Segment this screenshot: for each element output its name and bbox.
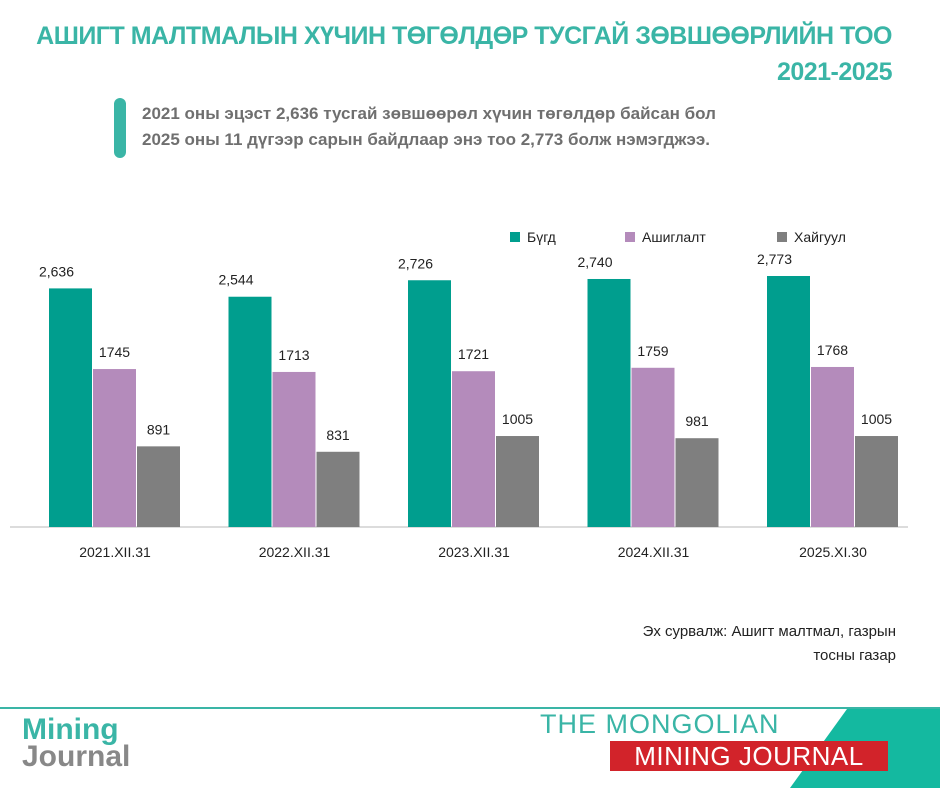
bar-0-3 <box>587 278 631 527</box>
data-label: 1005 <box>861 411 892 427</box>
data-label: 981 <box>685 413 709 429</box>
data-label: 891 <box>147 421 171 437</box>
summary-text: 2021 оны эцэст 2,636 тусгай зөвшөөрөл хү… <box>142 101 716 153</box>
data-label: 1721 <box>458 346 489 362</box>
source-line-1: Эх сурвалж: Ашигт малтмал, газрын <box>642 623 896 640</box>
bar-1-4 <box>811 366 854 527</box>
bar-1-1 <box>272 371 316 527</box>
title-line-1: АШИГТ МАЛТМАЛЫН ХҮЧИН ТӨГӨЛДӨР ТУСГАЙ ЗӨ… <box>36 22 892 50</box>
footer-divider <box>0 707 940 709</box>
bar-2-1 <box>316 451 360 527</box>
logo-bottom: Journal <box>22 740 131 773</box>
legend-label: Ашиглалт <box>642 229 706 245</box>
legend-swatch <box>625 232 635 242</box>
x-tick-label: 2024.XII.31 <box>618 544 690 560</box>
data-label: 2,636 <box>39 263 74 279</box>
page-title: АШИГТ МАЛТМАЛЫН ХҮЧИН ТӨГӨЛДӨР ТУСГАЙ ЗӨ… <box>36 18 892 90</box>
bar-0-0 <box>49 288 92 527</box>
source-line-2: тосны газар <box>813 647 896 664</box>
bar-2-2 <box>496 436 539 527</box>
bar-1-2 <box>452 371 495 527</box>
x-tick-label: 2023.XII.31 <box>438 544 510 560</box>
data-label: 831 <box>326 427 350 443</box>
source-note: Эх сурвалж: Ашигт малтмал, газрын тосны … <box>643 620 896 668</box>
mining-journal-logo: Mining Journal <box>22 713 131 773</box>
data-label: 1713 <box>278 347 309 363</box>
quote-accent-bar <box>114 98 126 158</box>
data-label: 1745 <box>99 344 130 360</box>
data-label: 2,740 <box>577 254 612 270</box>
data-label: 2,726 <box>398 255 433 271</box>
data-label: 2,544 <box>218 272 253 288</box>
data-label: 1005 <box>502 411 533 427</box>
bar-1-0 <box>93 369 136 527</box>
bar-0-1 <box>228 296 272 527</box>
bar-2-4 <box>855 436 898 527</box>
summary-line-1: 2021 оны эцэст 2,636 тусгай зөвшөөрөл хү… <box>142 104 716 123</box>
legend-swatch <box>510 232 520 242</box>
x-tick-label: 2021.XII.31 <box>79 544 151 560</box>
brand-line-1: THE MONGOLIAN <box>540 709 780 739</box>
bar-2-0 <box>137 446 180 527</box>
bar-1-3 <box>631 367 675 527</box>
bar-0-2 <box>408 280 451 527</box>
bar-2-3 <box>675 438 719 527</box>
legend-label: Хайгуул <box>794 229 846 245</box>
bar-0-4 <box>767 276 810 527</box>
legend-label: Бүгд <box>527 229 556 245</box>
title-line-2: 2021-2025 <box>776 58 893 86</box>
x-tick-label: 2025.XI.30 <box>799 544 867 560</box>
summary-line-2: 2025 оны 11 дүгээр сарын байдлаар энэ то… <box>142 130 710 149</box>
data-label: 1768 <box>817 342 848 358</box>
data-label: 1759 <box>637 343 668 359</box>
logo-top: Mining <box>22 713 119 746</box>
x-tick-label: 2022.XII.31 <box>259 544 331 560</box>
data-label: 2,773 <box>757 251 792 267</box>
bar-chart: 2,636 1745 891 2021.XII.31 2,544 1713 831 2022.… <box>10 229 908 560</box>
brand-line-2: MINING JOURNAL <box>610 741 888 771</box>
legend-swatch <box>777 232 787 242</box>
